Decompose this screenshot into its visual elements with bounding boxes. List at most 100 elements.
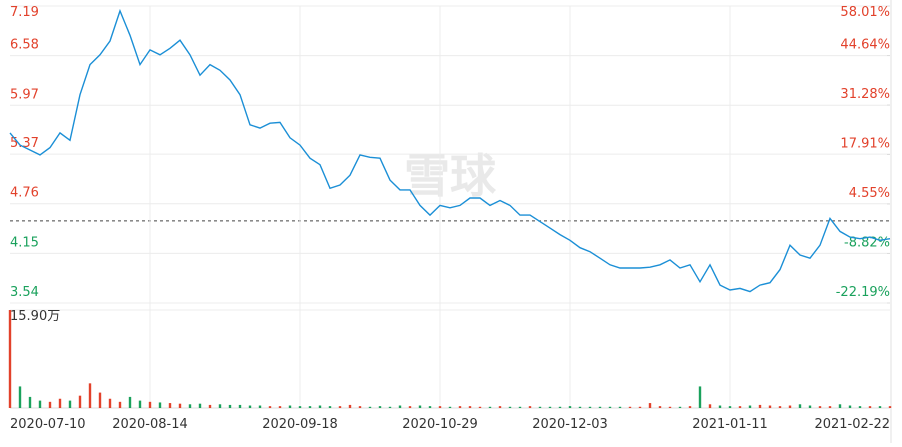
x-tick-label: 2020-07-10 (10, 417, 86, 432)
volume-bar (748, 405, 752, 408)
volume-bar (348, 404, 352, 408)
volume-bar (868, 406, 872, 408)
volume-bar (218, 404, 222, 408)
volume-bar (608, 406, 612, 408)
volume-bar (438, 406, 442, 408)
volume-bar (758, 404, 762, 408)
volume-bar (198, 403, 202, 408)
volume-bar (268, 406, 272, 408)
volume-tick-label: 15.90万 (10, 309, 60, 324)
volume-bar (338, 406, 342, 408)
volume-bar (508, 406, 512, 408)
volume-bar (708, 404, 712, 408)
volume-bar (108, 398, 112, 408)
volume-bar (248, 405, 252, 408)
volume-bar (548, 406, 552, 408)
volume-bar (158, 402, 162, 408)
volume-bar (798, 404, 802, 408)
y2-tick-label: 58.01% (840, 5, 890, 20)
volume-bar (678, 406, 682, 408)
volume-bar (18, 386, 22, 408)
volume-bar (838, 404, 842, 408)
volume-bar (68, 400, 72, 408)
volume-bar (808, 405, 812, 408)
volume-bar (568, 406, 572, 408)
x-tick-label: 2020-09-18 (262, 417, 338, 432)
y-tick-label: 4.15 (10, 235, 39, 250)
volume-bar (178, 403, 182, 408)
volume-bar (318, 405, 322, 408)
y2-tick-label: 4.55% (849, 186, 890, 201)
volume-bar (88, 383, 92, 408)
volume-bar (428, 406, 432, 408)
volume-bar (818, 406, 822, 408)
y-tick-label: 5.97 (10, 87, 39, 102)
volume-bar (658, 406, 662, 408)
volume-bar (788, 405, 792, 408)
volume-bar (578, 406, 582, 408)
price-line (9, 8, 891, 293)
volume-bar (28, 396, 32, 408)
volume-bar (398, 405, 402, 408)
volume-bar (288, 405, 292, 408)
volume-bar (518, 406, 522, 408)
volume-bar (538, 406, 542, 408)
volume-bar (628, 406, 632, 408)
volume-bar (378, 406, 382, 408)
volume-bar (258, 405, 262, 408)
volume-bar (488, 406, 492, 408)
x-tick-label: 2021-02-22 (814, 417, 890, 432)
volume-bar (168, 403, 172, 408)
volume-bar (588, 406, 592, 408)
y-tick-label: 6.58 (10, 38, 39, 53)
volume-bar (48, 401, 52, 408)
volume-bar (208, 404, 212, 408)
volume-bar (448, 406, 452, 408)
volume-bar (368, 406, 372, 408)
volume-bar (528, 406, 532, 408)
volume-bar (358, 406, 362, 408)
y2-tick-label: -22.19% (836, 285, 890, 300)
volume-bar (388, 406, 392, 408)
volume-bar (668, 406, 672, 408)
volume-bar (298, 406, 302, 408)
volume-bar (408, 406, 412, 408)
volume-bar (118, 401, 122, 408)
volume-bar (768, 405, 772, 408)
volume-bar (498, 406, 502, 408)
y-tick-label: 4.76 (10, 186, 39, 201)
volume-bar (38, 400, 42, 408)
volume-bar (188, 404, 192, 408)
volume-bar (58, 398, 62, 408)
y2-tick-label: 44.64% (840, 38, 890, 53)
volume-bar (848, 405, 852, 408)
volume-bar (308, 406, 312, 408)
volume-bar (598, 406, 602, 408)
y2-tick-label: 17.91% (840, 137, 890, 152)
volume-bar (278, 406, 282, 408)
volume-bar (558, 406, 562, 408)
x-tick-label: 2021-01-11 (692, 417, 768, 432)
x-tick-label: 2020-12-03 (532, 417, 608, 432)
volume-bar (128, 396, 132, 408)
volume-bar (778, 406, 782, 408)
volume-bar (888, 406, 892, 408)
volume-bar (858, 406, 862, 408)
y-tick-label: 7.19 (10, 5, 39, 20)
volume-bar (78, 395, 82, 408)
volume-bar (878, 406, 882, 408)
x-tick-label: 2020-10-29 (402, 417, 478, 432)
volume-bar (148, 401, 152, 408)
y-tick-label: 5.37 (10, 136, 39, 151)
volume-bar (688, 406, 692, 408)
volume-bar (828, 406, 832, 408)
volume-bar (8, 310, 12, 408)
volume-bar (648, 403, 652, 408)
volume-bar (228, 404, 232, 408)
y2-tick-label: 31.28% (840, 87, 890, 102)
volume-bar (728, 406, 732, 408)
volume-bar (458, 406, 462, 408)
volume-bar (618, 406, 622, 408)
